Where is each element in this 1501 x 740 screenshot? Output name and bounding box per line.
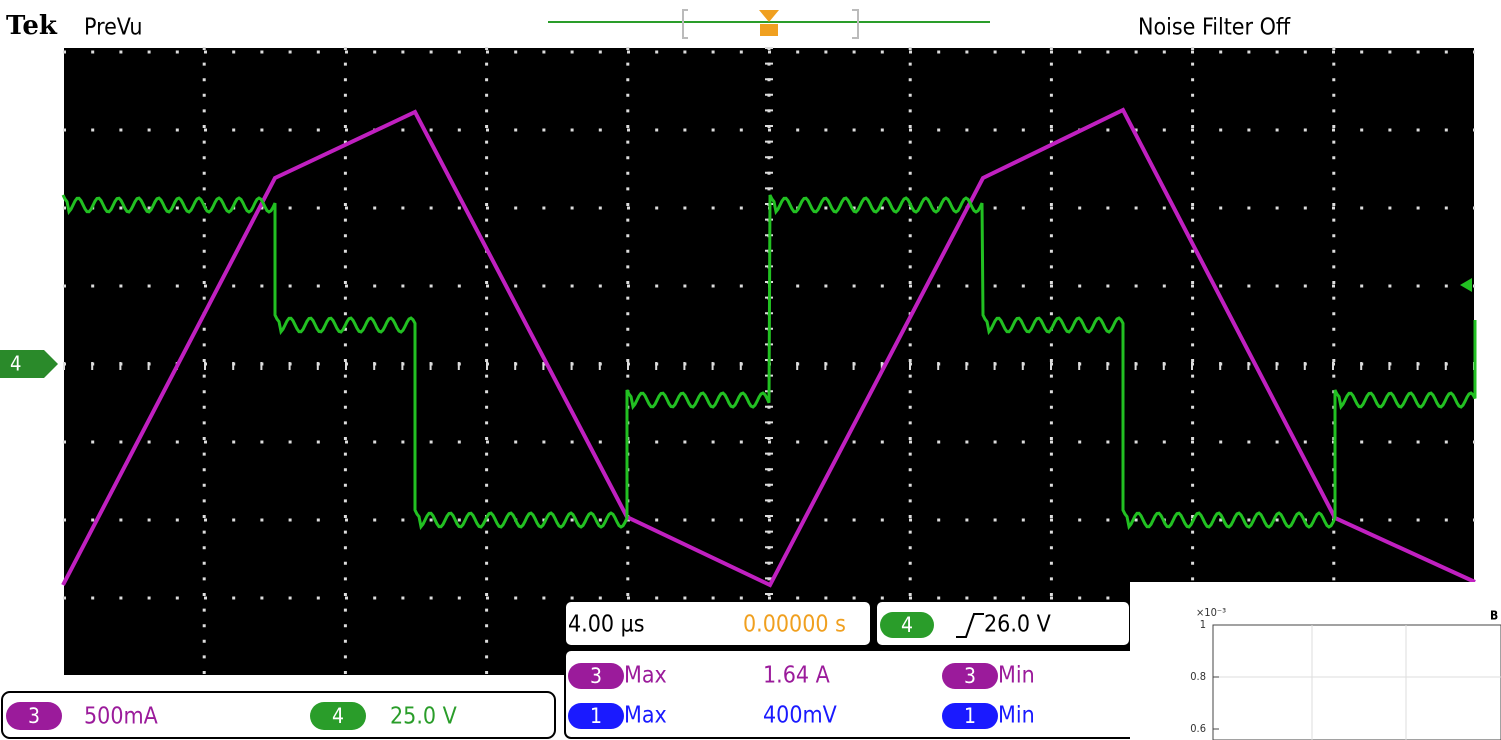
measurement-type: Max (624, 703, 667, 729)
noise-filter: Noise Filter Off (1138, 15, 1291, 41)
inset-label: B (1490, 609, 1498, 623)
ch4-id: 4 (332, 704, 344, 728)
timebase-scale: 4.00 µs (568, 612, 645, 638)
channel-id: 1 (590, 704, 602, 728)
inset-tick-label: 0.6 (1190, 722, 1206, 735)
ch4-scale: 25.0 V (390, 704, 457, 730)
inset-plot (1130, 582, 1501, 740)
measurement-value: 1.64 A (763, 663, 830, 689)
brand: Tek (6, 11, 58, 41)
channel-id: 3 (590, 664, 602, 688)
page: Tek PreVu Noise Filter Off 4 3 500mA 4 2… (0, 0, 1501, 740)
measurement-type: Min (998, 703, 1035, 729)
timebase-position: 0.00000 s (743, 612, 846, 638)
measurement-value: 400mV (763, 703, 837, 729)
inset-tick-label: 1 (1200, 618, 1206, 631)
measurement-type: Max (624, 663, 667, 689)
channel-id: 1 (964, 704, 976, 728)
ch3-scale: 500mA (84, 704, 158, 730)
ch3-id: 3 (28, 704, 40, 728)
mode: PreVu (84, 15, 143, 41)
inset-tick-label: 0.8 (1190, 670, 1206, 683)
ground-marker: 4 (10, 352, 21, 376)
trigger-channel: 4 (901, 613, 913, 637)
trigger-level: 26.0 V (984, 612, 1051, 638)
measurement-type: Min (998, 663, 1035, 689)
scope-screen: Tek PreVu Noise Filter Off 4 3 500mA 4 2… (0, 0, 1501, 740)
channel-id: 3 (964, 664, 976, 688)
